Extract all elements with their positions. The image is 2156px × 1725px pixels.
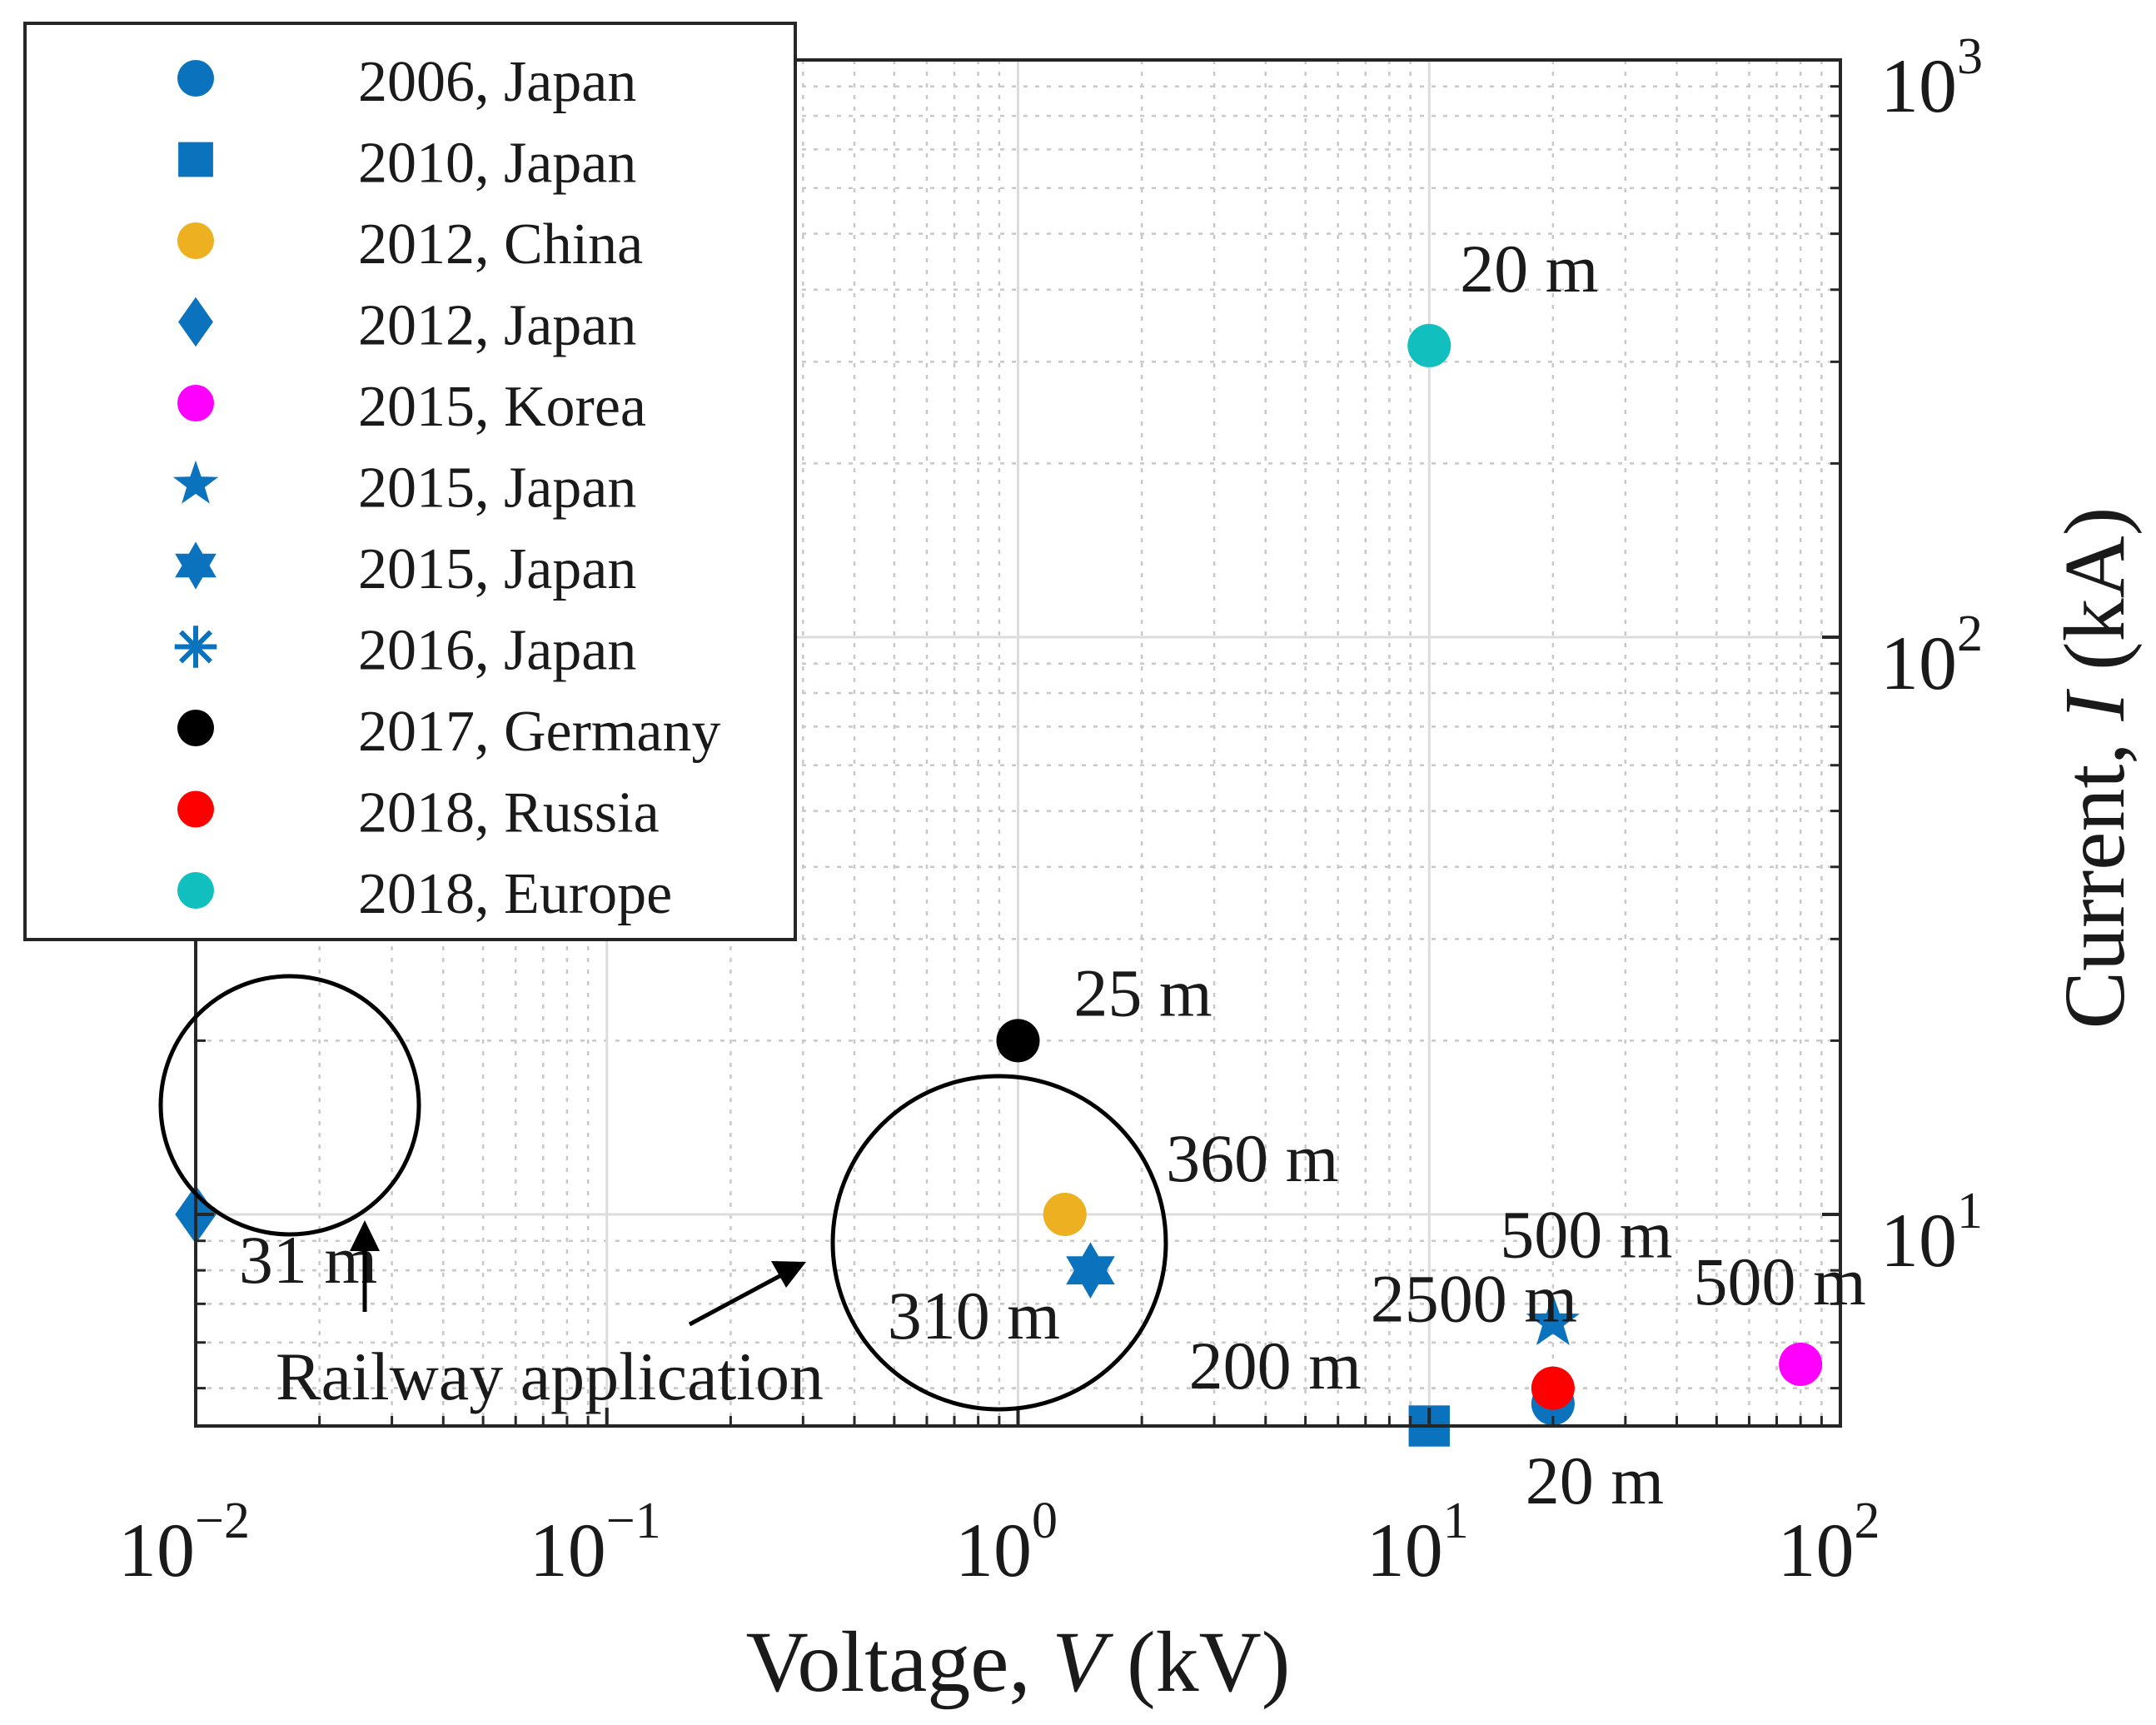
legend-entry-label: 2012, China (358, 212, 643, 277)
y-tick-label: 101 (1880, 1183, 1983, 1283)
legend-entry-label: 2017, Germany (358, 700, 720, 764)
annotation-label: 20 m (1460, 231, 1598, 307)
legend: 2006, Japan 2010, Japan 2012, China 2012, J… (23, 22, 797, 941)
legend-entry-label: 2015, Korea (358, 375, 646, 439)
annotation-label: 500 m (1694, 1244, 1866, 1319)
data-point-pentagram (1526, 1294, 1580, 1345)
annotation-label: 25 m (1073, 955, 1212, 1030)
x-axis-title: Voltage, V (kV) (746, 1614, 1291, 1710)
data-point-circle (1779, 1342, 1823, 1386)
data-point-circle (996, 1019, 1040, 1063)
asterisk-stroke (178, 630, 213, 664)
legend-box (23, 22, 797, 941)
arrow-up-head (350, 1220, 380, 1251)
x-tick-label: 10−2 (118, 1493, 250, 1593)
legend-marker-diamond (178, 297, 213, 347)
legend-entry-label: 2006, Japan (358, 50, 636, 114)
legend-marker-hexagram (175, 541, 217, 590)
legend-marker-square (178, 142, 213, 177)
legend-entry-label: 2015, Japan (358, 456, 636, 521)
legend-marker-circle (177, 790, 214, 828)
data-point-circle (1043, 1192, 1087, 1236)
legend-entry-label: 2012, Japan (358, 294, 636, 358)
data-point-circle (1407, 323, 1451, 367)
arrow-diag-head (771, 1261, 806, 1288)
railway-application-label: Railway application (276, 1339, 824, 1414)
legend-marker-circle (177, 222, 214, 259)
axes: 10−2 10−1 100 101 102 101 102 103 Voltage, V (kV… (118, 28, 2143, 1710)
railway-circle-left (158, 974, 421, 1237)
y-tick-label: 102 (1880, 606, 1983, 705)
legend-marker-circle (177, 710, 214, 746)
legend-marker-circle (177, 872, 214, 909)
legend-marker-pentagram (172, 460, 219, 504)
legend-entry-label: 2015, Japan (358, 537, 636, 601)
annotation-label: 200 m (1189, 1328, 1362, 1403)
annotation-label: 360 m (1166, 1120, 1338, 1196)
legend-entry-label: 2018, Europe (358, 862, 672, 926)
data-point-hexagram (1066, 1242, 1115, 1299)
annotation-label: 500 m (1500, 1197, 1672, 1273)
y-tick-label: 103 (1880, 28, 1983, 128)
legend-marker-circle (177, 60, 214, 97)
legend-marker-asterisk (174, 626, 217, 668)
data-point-circle (1531, 1366, 1575, 1410)
annotation-label: 2500 m (1371, 1261, 1577, 1337)
railway-circle-right (830, 1074, 1168, 1412)
legend-entry-label: 2016, Japan (358, 619, 636, 683)
annotation-label: 20 m (1526, 1443, 1664, 1518)
x-tick-label: 100 (955, 1493, 1058, 1593)
arrow-diag-shaft (688, 1272, 784, 1327)
x-tick-label: 102 (1778, 1493, 1880, 1593)
legend-marker-circle (177, 385, 214, 421)
annotation-label: 310 m (888, 1278, 1060, 1354)
x-tick-label: 101 (1367, 1493, 1469, 1593)
legend-entry-label: 2018, Russia (358, 781, 660, 845)
legend-entry-label: 2010, Japan (358, 132, 636, 196)
x-tick-label: 10−1 (530, 1493, 661, 1593)
y-axis-title: Current, I (kA) (2047, 507, 2143, 1030)
